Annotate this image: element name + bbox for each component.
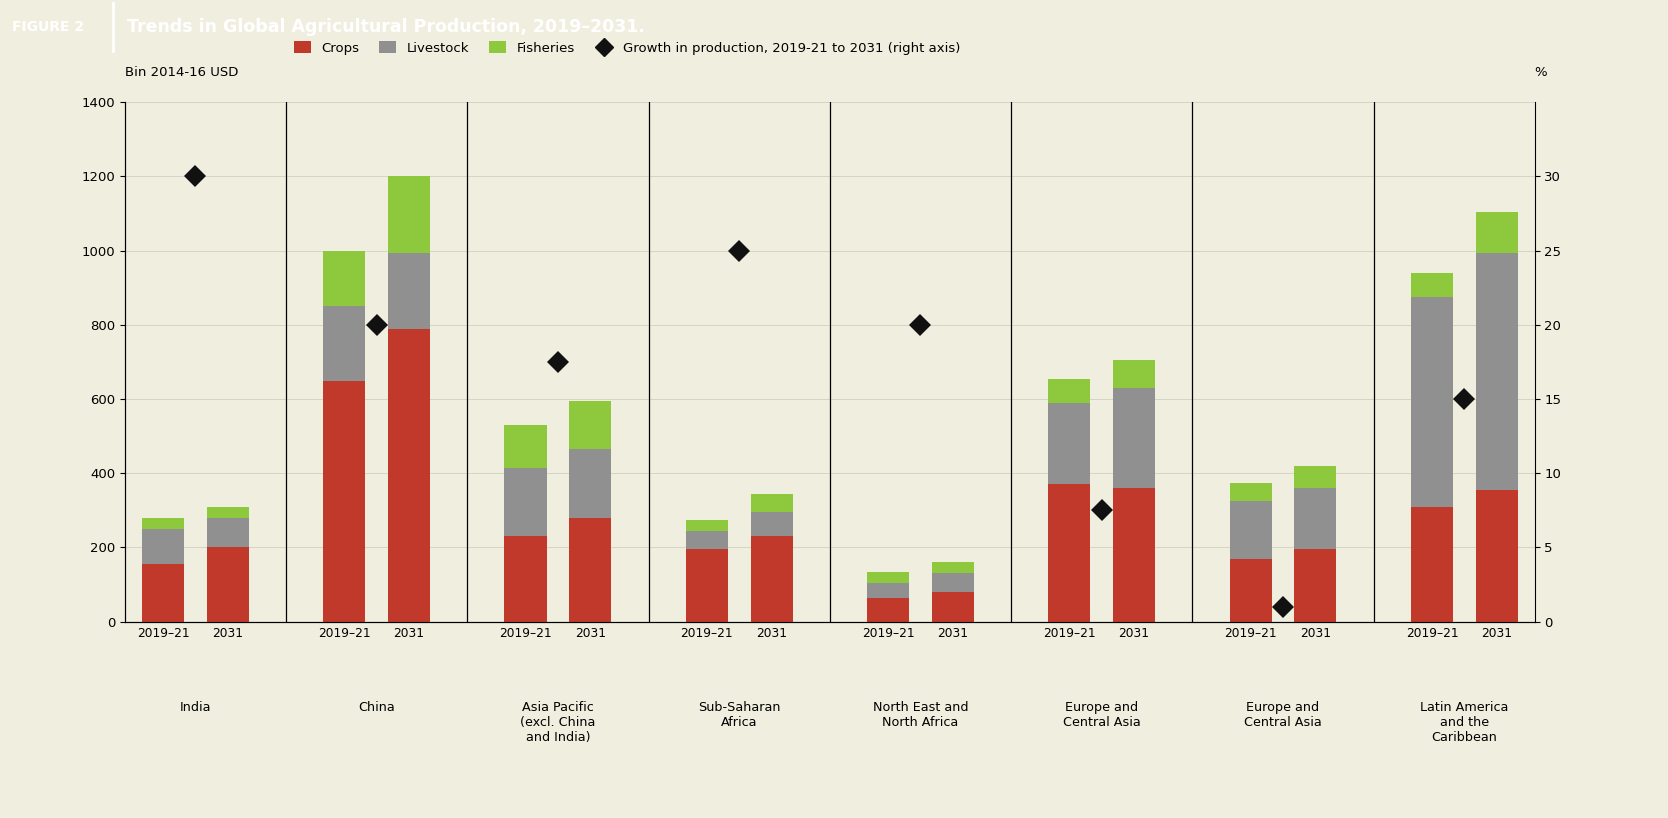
Text: India: India — [180, 702, 212, 714]
Bar — [1476, 490, 1518, 622]
Text: China: China — [359, 702, 395, 714]
Text: Latin America
and the
Caribbean: Latin America and the Caribbean — [1419, 702, 1508, 744]
Bar — [389, 329, 430, 622]
Bar — [207, 506, 249, 518]
Bar — [1411, 273, 1453, 297]
Bar — [1411, 506, 1453, 622]
Text: FIGURE 2: FIGURE 2 — [12, 20, 83, 34]
Text: Bin 2014-16 USD: Bin 2014-16 USD — [125, 66, 239, 79]
Bar — [1294, 466, 1336, 488]
Bar — [1294, 550, 1336, 622]
Text: %: % — [1535, 66, 1548, 79]
Text: Asia Pacific
(excl. China
and India): Asia Pacific (excl. China and India) — [520, 702, 595, 744]
Bar — [207, 547, 249, 622]
Bar — [569, 401, 610, 449]
Bar — [1411, 297, 1453, 506]
Bar — [569, 449, 610, 518]
Bar — [207, 518, 249, 547]
Bar — [389, 177, 430, 253]
Bar — [324, 380, 365, 622]
Bar — [1113, 360, 1156, 388]
Text: Trends in Global Agricultural Production, 2019–2031.: Trends in Global Agricultural Production… — [127, 17, 644, 36]
Bar — [142, 564, 183, 622]
Bar — [867, 582, 909, 598]
Bar — [504, 425, 547, 468]
Bar — [686, 550, 727, 622]
Bar — [324, 306, 365, 380]
Bar — [1113, 388, 1156, 488]
Bar — [686, 531, 727, 550]
Bar — [389, 253, 430, 329]
Bar — [867, 572, 909, 582]
Bar — [932, 562, 974, 573]
Bar — [867, 598, 909, 622]
Text: Europe and
Central Asia: Europe and Central Asia — [1244, 702, 1323, 730]
Bar — [1476, 212, 1518, 253]
Bar — [324, 250, 365, 306]
Bar — [686, 519, 727, 531]
Bar — [751, 537, 792, 622]
Bar — [569, 518, 610, 622]
Bar — [751, 512, 792, 537]
Bar — [1229, 483, 1271, 501]
Legend: Crops, Livestock, Fisheries, Growth in production, 2019-21 to 2031 (right axis): Crops, Livestock, Fisheries, Growth in p… — [294, 42, 961, 55]
Bar — [932, 592, 974, 622]
Text: Sub-Saharan
Africa: Sub-Saharan Africa — [697, 702, 781, 730]
Text: Europe and
Central Asia: Europe and Central Asia — [1063, 702, 1141, 730]
Bar — [142, 518, 183, 529]
Bar — [1049, 484, 1091, 622]
Text: North East and
North Africa: North East and North Africa — [872, 702, 967, 730]
Bar — [504, 468, 547, 537]
Bar — [1229, 501, 1271, 559]
Bar — [932, 573, 974, 592]
Bar — [1113, 488, 1156, 622]
Bar — [1049, 402, 1091, 484]
Bar — [1294, 488, 1336, 550]
Bar — [1229, 559, 1271, 622]
Bar — [1049, 379, 1091, 402]
Bar — [142, 529, 183, 564]
Bar — [1476, 253, 1518, 490]
Bar — [504, 537, 547, 622]
Bar — [751, 494, 792, 512]
